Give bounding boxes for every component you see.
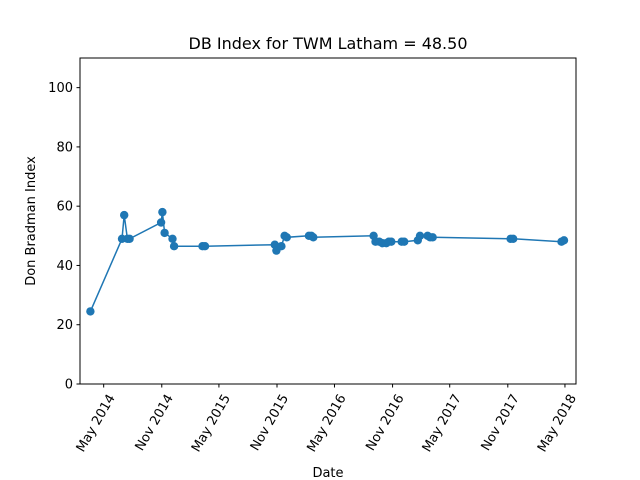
chart-title: DB Index for TWM Latham = 48.50 <box>189 34 468 53</box>
data-point <box>156 218 166 227</box>
data-point <box>387 237 396 246</box>
data-point <box>200 242 210 251</box>
data-point <box>509 234 518 243</box>
y-tick-label: 40 <box>56 259 73 274</box>
axes-frame <box>79 57 577 385</box>
y-axis: 0 20 40 60 80 100 <box>48 81 80 393</box>
data-point <box>86 307 95 316</box>
data-point <box>169 242 179 251</box>
y-tick-label: 60 <box>56 200 73 215</box>
y-axis-label: Don Bradman Index <box>24 156 39 286</box>
data-point <box>158 207 167 217</box>
plot-area <box>86 207 569 316</box>
data-point <box>120 210 129 220</box>
data-point <box>125 234 134 243</box>
data-point <box>277 242 286 251</box>
data-point <box>309 233 318 242</box>
data-point <box>160 228 169 238</box>
x-axis-label: Date <box>312 466 343 480</box>
data-point <box>168 234 177 243</box>
y-tick-label: 80 <box>56 140 73 155</box>
data-point <box>415 231 425 240</box>
data-point <box>428 233 437 242</box>
y-tick-label: 20 <box>56 318 73 333</box>
y-tick-label: 0 <box>65 378 73 393</box>
data-point <box>400 237 409 246</box>
y-tick-label: 100 <box>48 81 73 96</box>
data-point <box>559 236 569 245</box>
data-point <box>282 233 291 242</box>
